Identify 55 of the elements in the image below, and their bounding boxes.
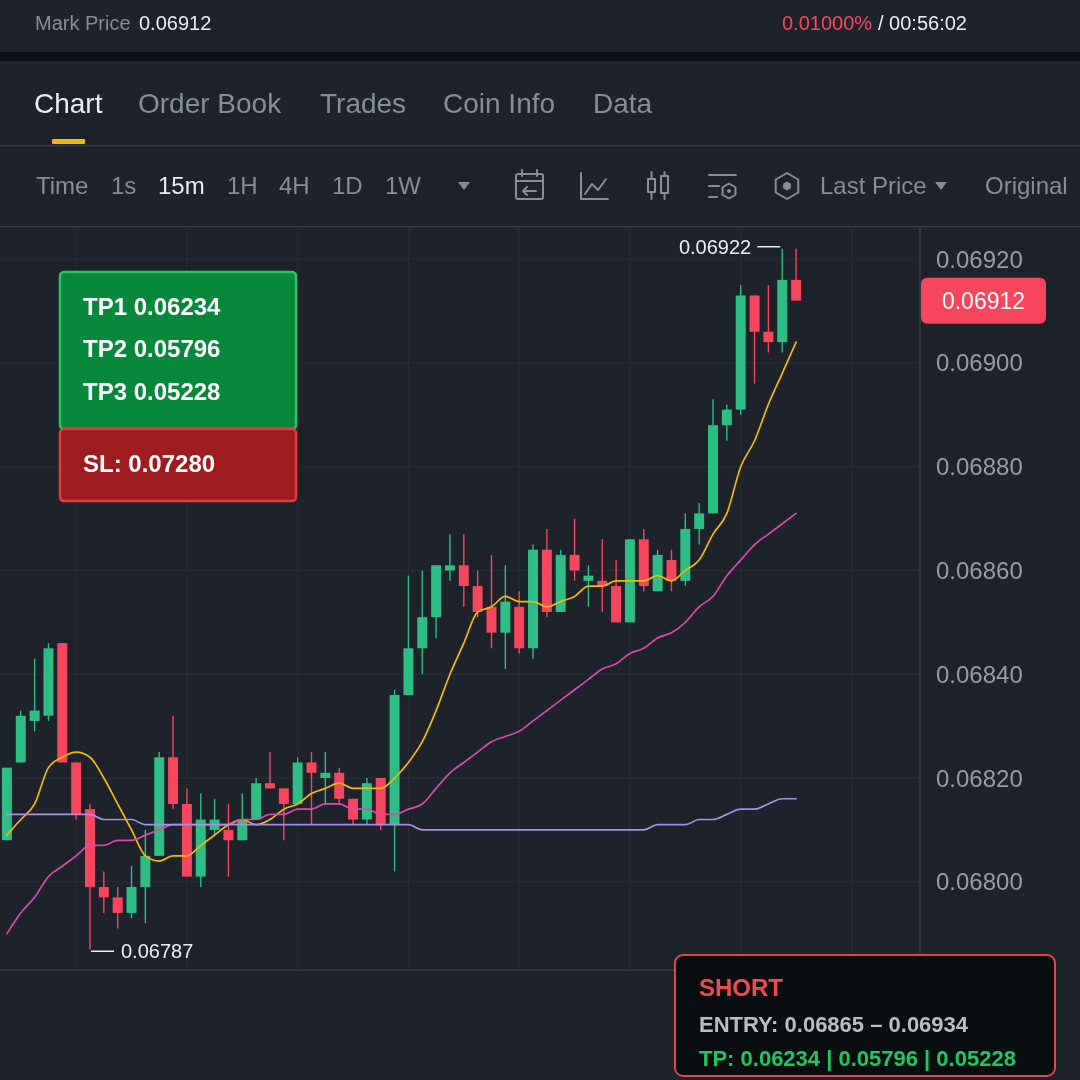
y-tick-label: 0.06820 [936,764,1023,792]
text: Last Price [820,172,927,199]
candlestick [112,886,123,930]
candlestick [458,533,469,608]
candlestick [223,803,234,878]
text: SHORT [699,974,784,1001]
text: Mark Price [35,12,131,34]
y-tick-label: 0.06920 [936,245,1023,273]
candlestick [29,657,40,733]
candlestick [569,517,580,582]
candlestick [694,502,705,546]
text: 0.01000% [782,12,873,34]
annotation: SL: 0.07280 [83,450,216,477]
text: 0.06912 [941,287,1026,314]
annotation: 0.06787 [120,940,194,963]
text: TP: 0.06234 | 0.05796 | 0.05228 [699,1046,1016,1071]
text: 1D [332,172,363,199]
line-series [6,512,797,935]
text: 4H [279,172,310,199]
annotation: TP2 0.05796 [83,335,221,362]
y-tick-label: 0.06840 [936,660,1023,688]
candlestick [666,549,677,592]
text: 1s [111,172,137,199]
y-tick-label: 0.06900 [936,349,1023,377]
candlestick [278,787,289,841]
candlestick [444,533,455,582]
text: Time [36,172,89,199]
candlestick [791,248,802,302]
text: Order Book [138,88,283,119]
candlestick [98,870,109,914]
text: 15m [158,172,205,199]
text: Trades [320,88,407,119]
candlestick [348,798,359,826]
y-tick-label: 0.06800 [936,868,1023,896]
text: ENTRY: 0.06865 – 0.06934 [699,1012,969,1037]
candlestick [320,751,331,805]
candlestick [721,403,732,442]
annotation: 0.06922 [678,235,752,258]
text: 0.06912 [139,12,212,34]
y-tick-label: 0.06860 [936,556,1023,584]
candlestick [306,751,317,826]
text: 1W [385,172,422,199]
annotation: TP1 0.06234 [83,293,222,320]
text: / 00:56:02 [878,12,967,34]
candlestick [763,284,774,354]
text: Coin Info [443,88,556,119]
text: Data [593,88,653,119]
y-tick-label: 0.06880 [936,453,1023,481]
text: 1H [227,172,258,199]
candlestick [583,564,594,608]
text: Chart [34,88,103,119]
annotation: TP3 0.05228 [83,378,221,405]
candlestick [264,751,275,790]
text: Original [985,172,1068,199]
line-series [6,341,797,862]
